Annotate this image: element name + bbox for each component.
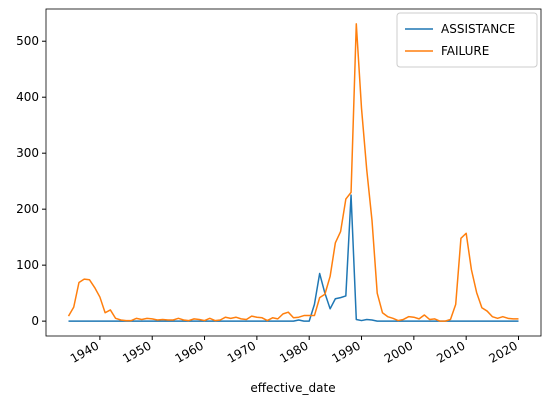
y-tick-label: 500	[16, 34, 39, 48]
x-tick-label: 1940	[68, 338, 101, 365]
series-line	[67, 23, 519, 322]
legend-label: ASSISTANCE	[441, 22, 515, 36]
x-tick-label: 2020	[487, 338, 520, 365]
y-tick-label: 400	[16, 90, 39, 104]
x-tick-label: 1980	[277, 338, 310, 365]
y-tick-label: 300	[16, 146, 39, 160]
series-line	[68, 194, 519, 322]
y-tick-label: 100	[16, 258, 39, 272]
y-tick-label: 200	[16, 202, 39, 216]
x-tick-label: 2000	[382, 338, 415, 365]
plot-frame	[45, 8, 542, 337]
x-tick-label: 1960	[173, 338, 206, 365]
x-tick-label: 1950	[120, 338, 153, 365]
x-tick-label: 1970	[225, 338, 258, 365]
legend-box	[396, 12, 538, 68]
x-axis-label: effective_date	[250, 381, 335, 395]
legend-label: FAILURE	[441, 44, 489, 58]
y-tick-label: 0	[31, 314, 39, 328]
x-tick-label: 2010	[434, 338, 467, 365]
x-tick-label: 1990	[330, 338, 363, 365]
